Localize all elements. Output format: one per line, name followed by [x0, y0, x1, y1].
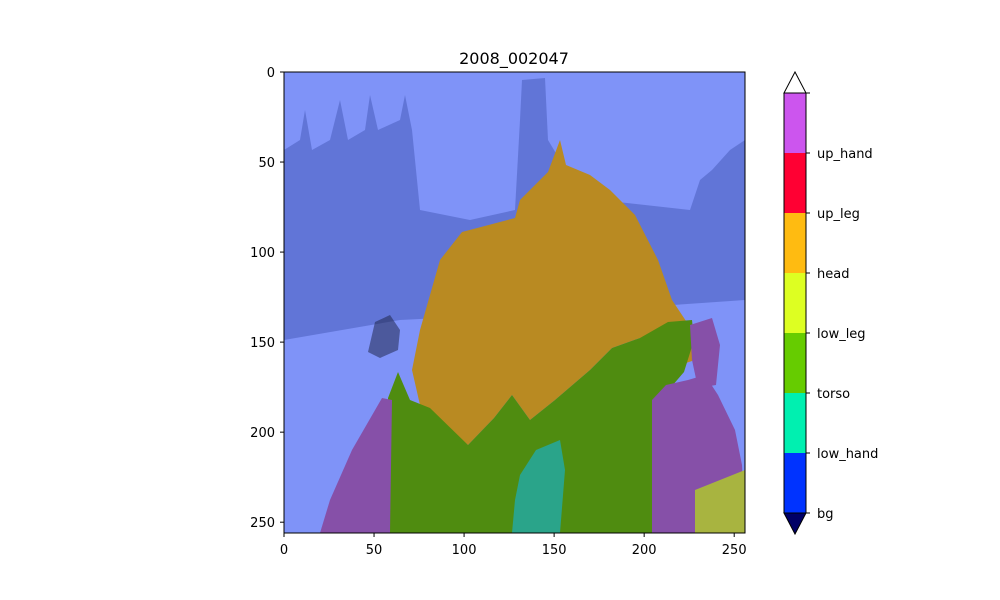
region-torso — [388, 320, 694, 533]
colorbar-frame — [783, 92, 807, 514]
segmentation-overlay-image — [284, 72, 745, 533]
colorbar-label: torso — [817, 387, 850, 402]
colorbar-segment — [784, 333, 806, 393]
x-tick-label: 200 — [632, 543, 657, 558]
x-tick-label: 250 — [722, 543, 747, 558]
colorbar-label: low_hand — [817, 447, 878, 462]
colorbar-label: up_hand — [817, 147, 873, 162]
y-tick-label: 200 — [250, 426, 275, 441]
colorbar-segment — [784, 153, 806, 213]
colorbar-label: bg — [817, 507, 834, 522]
region-up-hand-left — [320, 398, 392, 533]
y-tick-label: 0 — [267, 66, 275, 81]
y-tick-label: 50 — [258, 156, 275, 171]
axes-frame — [283, 71, 746, 534]
colorbar-label: low_leg — [817, 327, 866, 342]
y-tick-label: 150 — [250, 336, 275, 351]
colorbar-segment — [784, 453, 806, 513]
region-low-leg — [695, 470, 745, 533]
x-tick-label: 0 — [280, 543, 288, 558]
colorbar-segment — [784, 393, 806, 453]
region-low-hand — [512, 440, 565, 533]
colorbar-segment — [784, 93, 806, 153]
x-axis: 0 50 100 150 200 250 — [280, 533, 747, 558]
y-tick-label: 100 — [250, 246, 275, 261]
colorbar-label: head — [817, 267, 849, 282]
colorbar-segment — [784, 213, 806, 273]
region-head — [412, 140, 695, 445]
x-tick-label: 50 — [366, 543, 383, 558]
colorbar: bg low_hand torso low_leg head up_leg up_hand — [783, 70, 878, 536]
motorbike-shape — [368, 315, 400, 358]
colorbar-segment — [784, 273, 806, 333]
y-axis: 0 50 100 150 200 250 — [250, 66, 284, 531]
colorbar-label: up_leg — [817, 207, 860, 222]
region-up-hand-person — [690, 318, 720, 388]
colorbar-under-triangle — [783, 512, 807, 536]
chart-title: 2008_002047 — [459, 49, 569, 69]
y-tick-label: 250 — [250, 516, 275, 531]
x-tick-label: 100 — [452, 543, 477, 558]
x-tick-label: 150 — [542, 543, 567, 558]
colorbar-over-triangle — [783, 70, 807, 94]
